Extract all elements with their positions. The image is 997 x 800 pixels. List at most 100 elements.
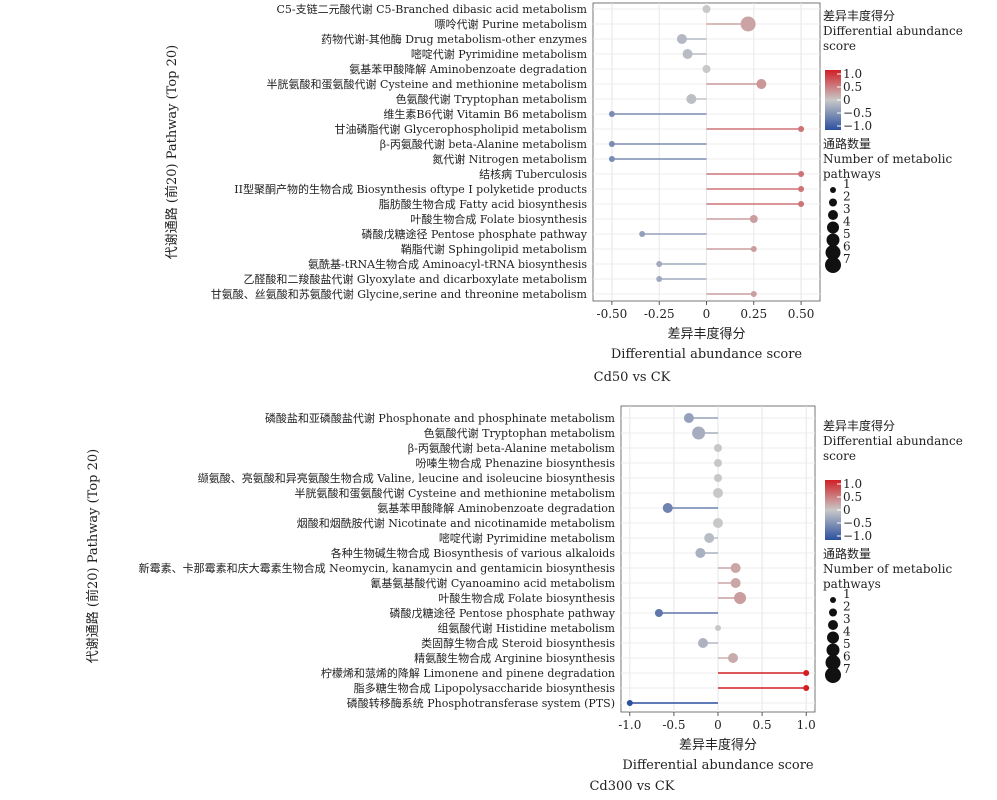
color-legend-title-en: score [823,39,856,53]
x-tick-label: 0.25 [740,307,767,321]
chart-cd300-vs-ck: 磷酸盐和亚磷酸盐代谢 Phosphonate and phosphinate m… [85,405,963,794]
x-axis: -0.50 -0.25 0 0.25 0.50 [597,301,814,321]
lollipop-point [798,126,805,132]
category-label: 嘧啶代谢 Pyrimidine metabolism [411,47,588,61]
x-tick-label: 0 [703,307,711,321]
x-axis-title-en: Differential abundance score [611,347,803,362]
size-legend-title-en: pathways [823,167,881,181]
size-legend-title-en: Number of metabolic [823,562,952,576]
x-tick-label: -1.0 [618,718,641,732]
size-legend-title-cn: 通路数量 [823,546,871,561]
color-legend-title-cn: 差异丰度得分 [823,418,895,433]
lollipop-point [798,186,805,192]
size-legend-dot [829,198,837,207]
category-label: β-丙氨酸代谢 beta-Alanine metabolism [408,441,616,455]
size-legend-dot [826,643,840,657]
color-bar-tick-label: −0.5 [843,516,872,530]
size-legend-label: 3 [843,612,851,626]
size-legend-label: 5 [843,227,851,241]
lollipop-point [750,246,757,252]
lollipop-point [662,503,673,513]
category-label: 缬氨酸、亮氨酸和异亮氨酸生物合成 Valine, leucine and iso… [198,471,616,485]
color-bar [825,70,841,130]
category-label: 药物代谢-其他酶 Drug metabolism-other enzymes [321,32,587,46]
category-label: 氰基氨基酸代谢 Cyanoamino acid metabolism [370,576,615,590]
lollipop-point [798,201,805,207]
x-tick-label: 0.5 [753,718,772,732]
size-legend-dot [830,597,836,603]
lollipop-point [734,592,747,604]
size-legend-label: 4 [843,215,851,229]
category-label: 氨基苯甲酸降解 Aminobenzoate degradation [377,501,615,515]
size-legend-dot [827,221,839,234]
size-legend-label: 2 [843,600,851,614]
category-label: β-丙氨酸代谢 beta-Alanine metabolism [380,137,588,151]
size-legend-dot [825,245,841,260]
color-bar-tick-label: −1.0 [843,529,872,543]
category-label: 新霉素、卡那霉素和庆大霉素生物合成 Neomycin, kanamycin an… [139,561,616,575]
category-labels: C5-支链二元酸代谢 C5-Branched dibasic acid meta… [211,2,588,301]
color-legend-title-en: Differential abundance [823,434,963,448]
lollipop-point [714,444,722,452]
size-legend-label: 6 [843,650,851,664]
x-axis-title-cn: 差异丰度得分 [679,737,757,753]
category-label: 组氨酸代谢 Histidine metabolism [437,621,615,635]
lollipop-point [702,5,711,13]
category-label: 叶酸生物合成 Folate biosynthesis [438,591,615,605]
category-labels: 磷酸盐和亚磷酸盐代谢 Phosphonate and phosphinate m… [139,411,616,710]
lollipop-point [730,563,741,573]
size-legend-label: 7 [843,662,851,676]
lollipop-point [715,625,721,631]
category-label: 氮代谢 Nitrogen metabolism [432,152,587,166]
size-legend-dot [827,631,839,644]
size-legend-dot [826,233,840,247]
lollipop-point [608,111,615,117]
lollipop-point [704,533,715,543]
lollipop-point [702,65,711,73]
category-label: 吩嗪生物合成 Phenazine biosynthesis [416,456,616,470]
lollipop-point [749,215,758,223]
color-legend-title-en: Differential abundance [823,24,963,38]
category-label: 半胱氨酸和蛋氨酸代谢 Cysteine and methionine metab… [295,486,616,500]
category-label: 甘氨酸、丝氨酸和苏氨酸代谢 Glycine,serine and threoni… [211,287,588,301]
color-legend-title-en: score [823,449,856,463]
lollipop-point [682,49,693,59]
size-legend-label: 4 [843,625,851,639]
color-bar-tick-label: 0.5 [843,490,862,504]
lollipop-point [683,413,694,423]
category-label: 烟酸和烟酰胺代谢 Nicotinate and nicotinamide met… [297,516,616,530]
category-label: 类固醇生物合成 Steroid biosynthesis [421,636,615,650]
lollipop-point [626,700,633,706]
category-label: 结核病 Tuberculosis [479,167,587,181]
category-label: 色氨酸代谢 Tryptophan metabolism [424,426,616,440]
color-bar-tick-label: −0.5 [843,106,872,120]
lollipop-point [727,653,738,663]
lollipop-point [656,261,663,267]
lollipop-point [676,34,687,44]
x-tick-label: -0.50 [597,307,628,321]
size-legend-title-en: pathways [823,577,881,591]
lollipop-point [798,171,805,177]
color-bar-tick-label: 0 [843,93,851,107]
size-legend-title-en: Number of metabolic [823,152,952,166]
category-label: 半胱氨酸和蛋氨酸代谢 Cysteine and methionine metab… [267,77,588,91]
lollipop-point [654,609,663,617]
size-legend-dot [825,655,841,670]
color-bar-tick-label: 1.0 [843,67,862,81]
category-label: 色氨酸代谢 Tryptophan metabolism [396,92,588,106]
category-label: 乙醛酸和二羧酸盐代谢 Glyoxylate and dicarboxylate … [243,272,587,286]
category-label: 维生素B6代谢 Vitamin B6 metabolism [383,107,587,121]
size-legend-dot [825,257,841,273]
category-label: 脂多糖生物合成 Lipopolysaccharide biosynthesis [354,681,616,695]
color-bar-tick-label: 0.5 [843,80,862,94]
category-label: II型聚酮产物的生物合成 Biosynthesis oftype I polyk… [234,182,587,196]
y-axis-title: 代谢通路 (前20) Pathway (Top 20) [164,45,180,259]
lollipop-point [713,488,723,498]
size-legend-label: 2 [843,190,851,204]
category-label: 精氨酸生物合成 Arginine biosynthesis [414,651,615,665]
lollipops [626,413,810,706]
lollipop-point [686,94,697,104]
size-legend-title-cn: 通路数量 [823,136,871,151]
